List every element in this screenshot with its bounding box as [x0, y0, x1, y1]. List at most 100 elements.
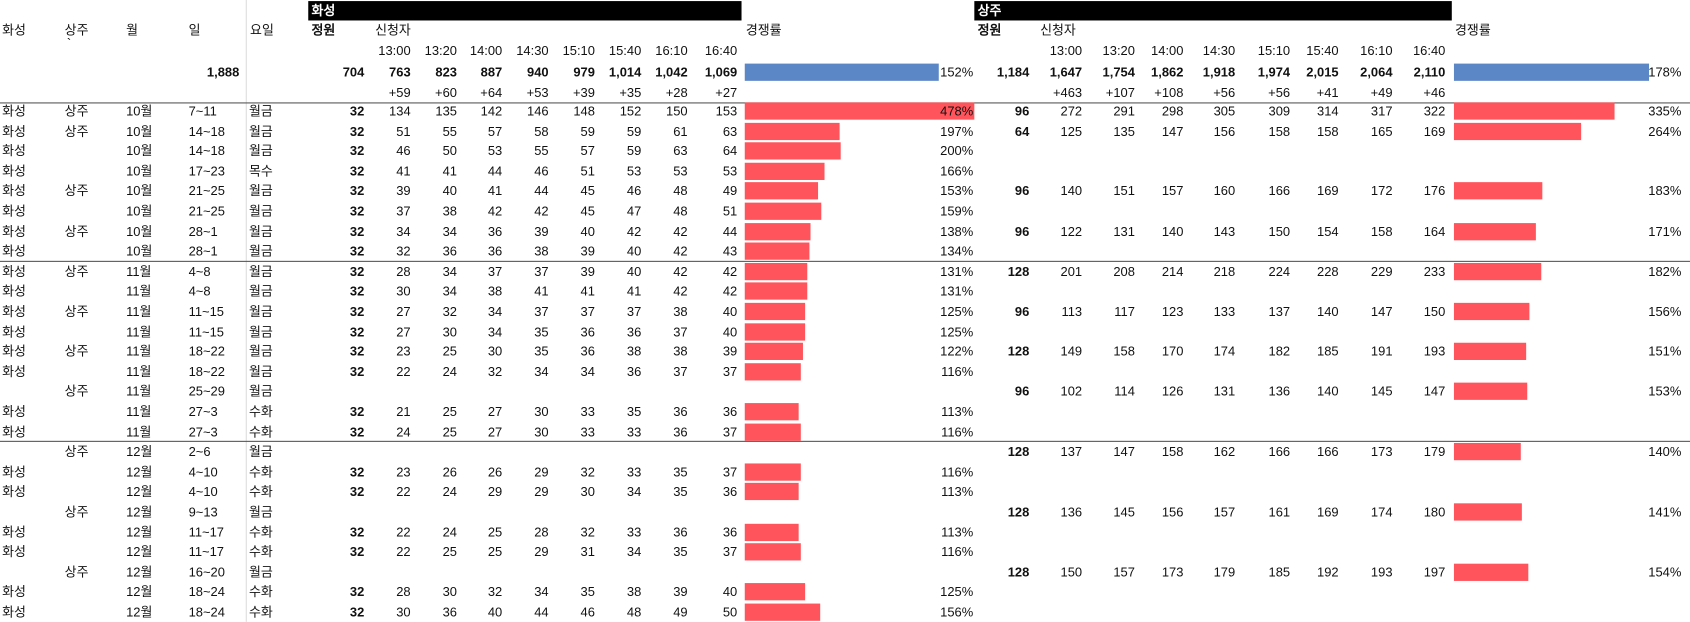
diff: +39 [573, 85, 595, 101]
diff: +60 [435, 85, 457, 101]
count: 133 [1213, 303, 1236, 320]
region: 상주 [64, 504, 89, 520]
rate: 159% [940, 203, 974, 219]
count: 57 [580, 143, 595, 159]
count: 157 [1213, 504, 1236, 520]
count: 53 [722, 163, 738, 179]
count: 36 [580, 323, 595, 340]
total: 1,042 [655, 64, 688, 80]
count: 229 [1370, 263, 1393, 279]
count: 113 [1061, 303, 1083, 320]
count: 140 [1161, 223, 1184, 239]
time-header: 15:40 [1306, 43, 1339, 59]
count: 40 [722, 584, 738, 600]
count: 145 [1113, 504, 1135, 520]
capacity: 128 [1007, 444, 1030, 460]
region: 화성 [2, 424, 26, 440]
count: 25 [442, 424, 457, 440]
count: 48 [673, 183, 688, 199]
days: 11~15 [188, 323, 224, 340]
region: 화성 [2, 123, 26, 139]
rate: 138% [940, 223, 974, 239]
weekday: 월금 [248, 143, 273, 159]
diff: +107 [1105, 85, 1135, 101]
count: 40 [722, 323, 738, 340]
rate: 151% [1648, 344, 1682, 360]
count: 44 [487, 163, 503, 179]
separator [0, 440, 1690, 442]
count: 158 [1113, 344, 1135, 360]
weekday: 월금 [248, 223, 273, 239]
count: 41 [534, 283, 549, 299]
count: 185 [1317, 344, 1339, 360]
count: 153 [715, 103, 738, 119]
month: 10월 [126, 223, 153, 239]
count: 59 [580, 123, 595, 139]
count: 37 [673, 323, 688, 340]
month: 12월 [126, 584, 153, 600]
count: 36 [722, 404, 738, 420]
count: 34 [626, 484, 642, 500]
count: 50 [722, 604, 738, 620]
col-header: 신청자 [375, 22, 411, 38]
data-bar [1453, 342, 1527, 361]
count: 136 [1268, 384, 1291, 400]
col-header: 화성 [2, 22, 26, 38]
diff: +28 [665, 85, 688, 101]
total: 887 [480, 64, 503, 80]
region: 화성 [2, 263, 26, 279]
capacity: 32 [349, 344, 365, 360]
diff: +64 [480, 85, 503, 101]
count: 33 [626, 524, 642, 540]
region: 화성 [2, 364, 26, 380]
weekday: 월금 [248, 303, 273, 320]
count: 34 [487, 323, 503, 340]
capacity: 32 [349, 263, 365, 279]
capacity: 32 [349, 143, 365, 159]
count: 30 [534, 424, 549, 440]
count: 45 [580, 183, 595, 199]
data-bar [744, 102, 975, 120]
region: 화성 [2, 464, 26, 480]
count: 32 [487, 364, 503, 380]
days: 14~18 [188, 123, 225, 139]
time-header: 16:40 [704, 43, 738, 59]
count: 33 [626, 464, 642, 480]
rate: 200% [940, 143, 974, 159]
rate: 125% [940, 323, 974, 340]
count: 24 [396, 424, 411, 440]
data-bar [744, 202, 822, 220]
count: 38 [534, 243, 549, 259]
count: 22 [396, 544, 411, 560]
count: 174 [1213, 344, 1236, 360]
count: 173 [1370, 444, 1393, 460]
count: 35 [534, 344, 549, 360]
capacity: 32 [349, 464, 365, 480]
count: 41 [580, 283, 595, 299]
data-bar [1453, 383, 1528, 401]
region: 상주 [64, 123, 89, 139]
count: 123 [1161, 303, 1184, 320]
capacity: 32 [349, 544, 365, 560]
days: 17~23 [188, 163, 225, 179]
days: 11~17 [188, 544, 224, 560]
days: 4~8 [188, 263, 211, 279]
count: 170 [1161, 344, 1184, 360]
rate: 131% [940, 263, 974, 279]
region: 상주 [64, 344, 89, 360]
weekday: 월금 [248, 384, 273, 400]
count: 37 [673, 364, 688, 380]
region: 화성 [2, 163, 26, 179]
weekday: 월금 [248, 364, 273, 380]
count: 218 [1213, 263, 1236, 279]
diff: +463 [1052, 85, 1083, 101]
count: 24 [442, 524, 457, 540]
month: 11월 [126, 384, 152, 400]
rate: 116% [941, 424, 974, 440]
region: 화성 [2, 243, 26, 259]
count: 156 [1213, 123, 1236, 139]
total: 2,064 [1360, 64, 1393, 80]
capacity: 32 [349, 303, 365, 320]
month: 11월 [126, 424, 152, 440]
